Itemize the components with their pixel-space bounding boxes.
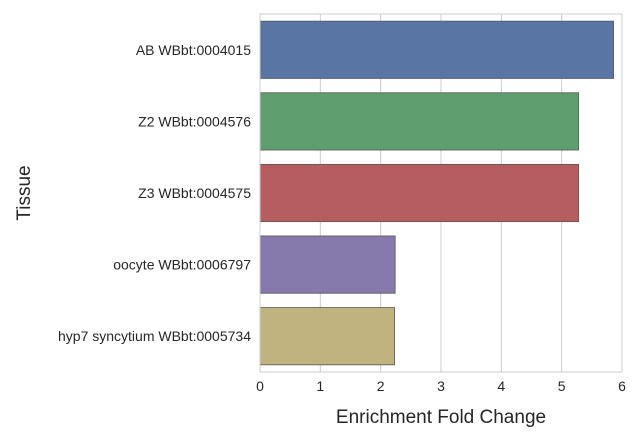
bars — [259, 20, 614, 366]
x-tick-label: 0 — [256, 378, 264, 394]
category-label: AB WBbt:0004015 — [136, 42, 251, 58]
plot-frame — [259, 13, 623, 373]
x-tick-label: 5 — [558, 378, 566, 394]
bar-2 — [259, 163, 579, 223]
category-label: hyp7 syncytium WBbt:0005734 — [58, 328, 251, 344]
bar-1 — [259, 92, 579, 151]
x-tick-label: 3 — [437, 378, 445, 394]
x-tick-label: 1 — [316, 378, 324, 394]
category-label: oocyte WBbt:0006797 — [113, 257, 251, 273]
category-label: Z2 WBbt:0004576 — [138, 113, 251, 129]
y-axis-title: Tissue — [14, 165, 35, 220]
x-tick-label: 2 — [377, 378, 385, 394]
category-labels: AB WBbt:0004015 Z2 WBbt:0004576 Z3 WBbt:00… — [58, 42, 251, 344]
bar-4 — [259, 307, 395, 366]
bar-0 — [259, 20, 614, 79]
x-tick-labels: 0 1 2 3 4 5 6 — [256, 378, 626, 394]
x-tick-label: 6 — [618, 378, 626, 394]
x-axis-title: Enrichment Fold Change — [336, 407, 546, 428]
x-tick-label: 4 — [497, 378, 505, 394]
bar-3 — [259, 235, 396, 294]
category-label: Z3 WBbt:0004575 — [138, 185, 251, 201]
